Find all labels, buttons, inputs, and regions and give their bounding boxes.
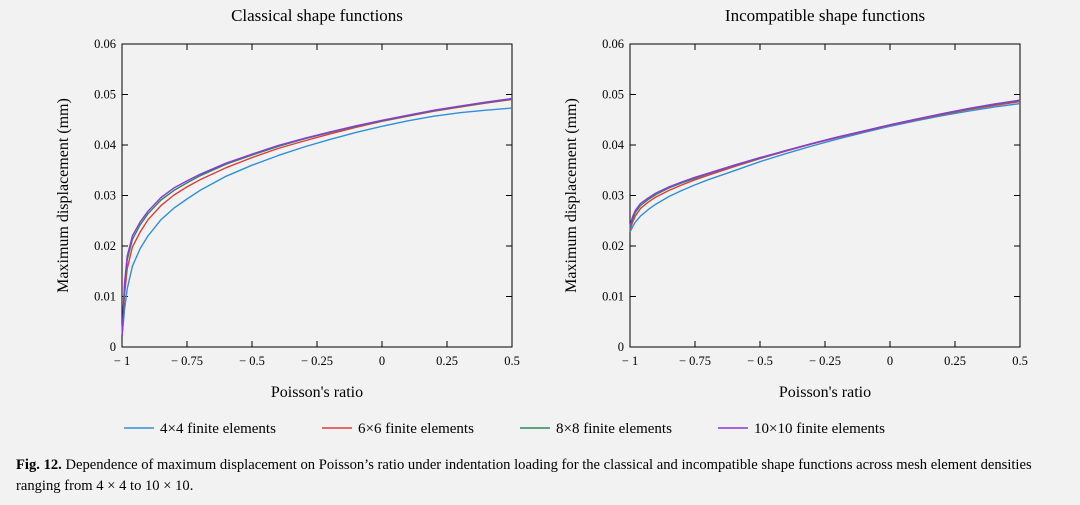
caption-label: Fig. 12. [16, 457, 62, 473]
legend-label: 10×10 finite elements [754, 421, 885, 437]
x-tick-label: 0 [379, 354, 385, 368]
x-axis-label: Poisson's ratio [779, 384, 871, 401]
legend-item: 10×10 finite elements [718, 421, 885, 437]
y-tick-label: 0.01 [602, 290, 624, 304]
caption-text: Dependence of maximum displacement on Po… [16, 457, 1032, 494]
chart-panel-1: Classical shape functions − 1 − 0.75 − 0.5 −… [55, 6, 520, 401]
y-tick-label: 0.03 [94, 189, 116, 203]
x-tick-label: − 0.75 [679, 354, 711, 368]
y-tick-label: 0 [110, 340, 116, 354]
legend: 4×4 finite elements 6×6 finite elements 8×… [124, 421, 885, 437]
y-axis-label: Maximum displacement (mm) [55, 98, 72, 293]
figure-caption: Fig. 12. Dependence of maximum displacem… [16, 455, 1066, 497]
x-axis-label: Poisson's ratio [271, 384, 363, 401]
y-tick-label: 0.02 [94, 239, 116, 253]
series-line-1 [121, 107, 513, 337]
legend-label: 4×4 finite elements [160, 421, 276, 437]
y-axis-label: Maximum displacement (mm) [563, 98, 580, 293]
figure: Classical shape functions − 1 − 0.75 − 0.5 −… [55, 6, 1028, 437]
x-tick-label: − 0.5 [747, 354, 773, 368]
legend-item: 4×4 finite elements [124, 421, 276, 437]
legend-label: 8×8 finite elements [556, 421, 672, 437]
x-tick-label: − 0.25 [809, 354, 841, 368]
legend-label: 6×6 finite elements [358, 421, 474, 437]
x-tick-label: 0 [887, 354, 893, 368]
y-tick-label: 0.02 [602, 239, 624, 253]
x-tick-label: 0.25 [944, 354, 966, 368]
y-tick-label: 0.01 [94, 290, 116, 304]
series-line-4 [121, 97, 513, 337]
y-tick-label: 0.05 [602, 88, 624, 102]
chart-title: Classical shape functions [231, 6, 403, 25]
series-line-2 [629, 100, 1021, 231]
y-tick-label: 0.06 [602, 37, 624, 51]
x-tick-label: 0.5 [504, 354, 520, 368]
x-tick-label: − 0.5 [239, 354, 265, 368]
x-tick-label: − 0.25 [301, 354, 333, 368]
series-line-1 [629, 102, 1021, 233]
y-tick-label: 0.04 [602, 138, 625, 152]
x-tick-label: − 1 [622, 354, 638, 368]
plot-frame [629, 43, 1021, 348]
series-line-4 [629, 99, 1021, 226]
x-tick-label: − 0.75 [171, 354, 203, 368]
y-tick-label: 0.06 [94, 37, 116, 51]
legend-item: 6×6 finite elements [322, 421, 474, 437]
series-line-3 [629, 99, 1021, 229]
x-tick-label: − 1 [114, 354, 130, 368]
chart-panel-2: Incompatible shape functions − 1 − 0.75 − 0… [563, 6, 1028, 401]
x-tick-label: 0.25 [436, 354, 458, 368]
plot-frame [121, 43, 513, 348]
legend-item: 8×8 finite elements [520, 421, 672, 437]
y-tick-label: 0.05 [94, 88, 116, 102]
y-tick-label: 0.04 [94, 138, 117, 152]
x-tick-label: 0.5 [1012, 354, 1028, 368]
chart-title: Incompatible shape functions [725, 6, 925, 25]
y-tick-label: 0 [618, 340, 624, 354]
y-tick-label: 0.03 [602, 189, 624, 203]
